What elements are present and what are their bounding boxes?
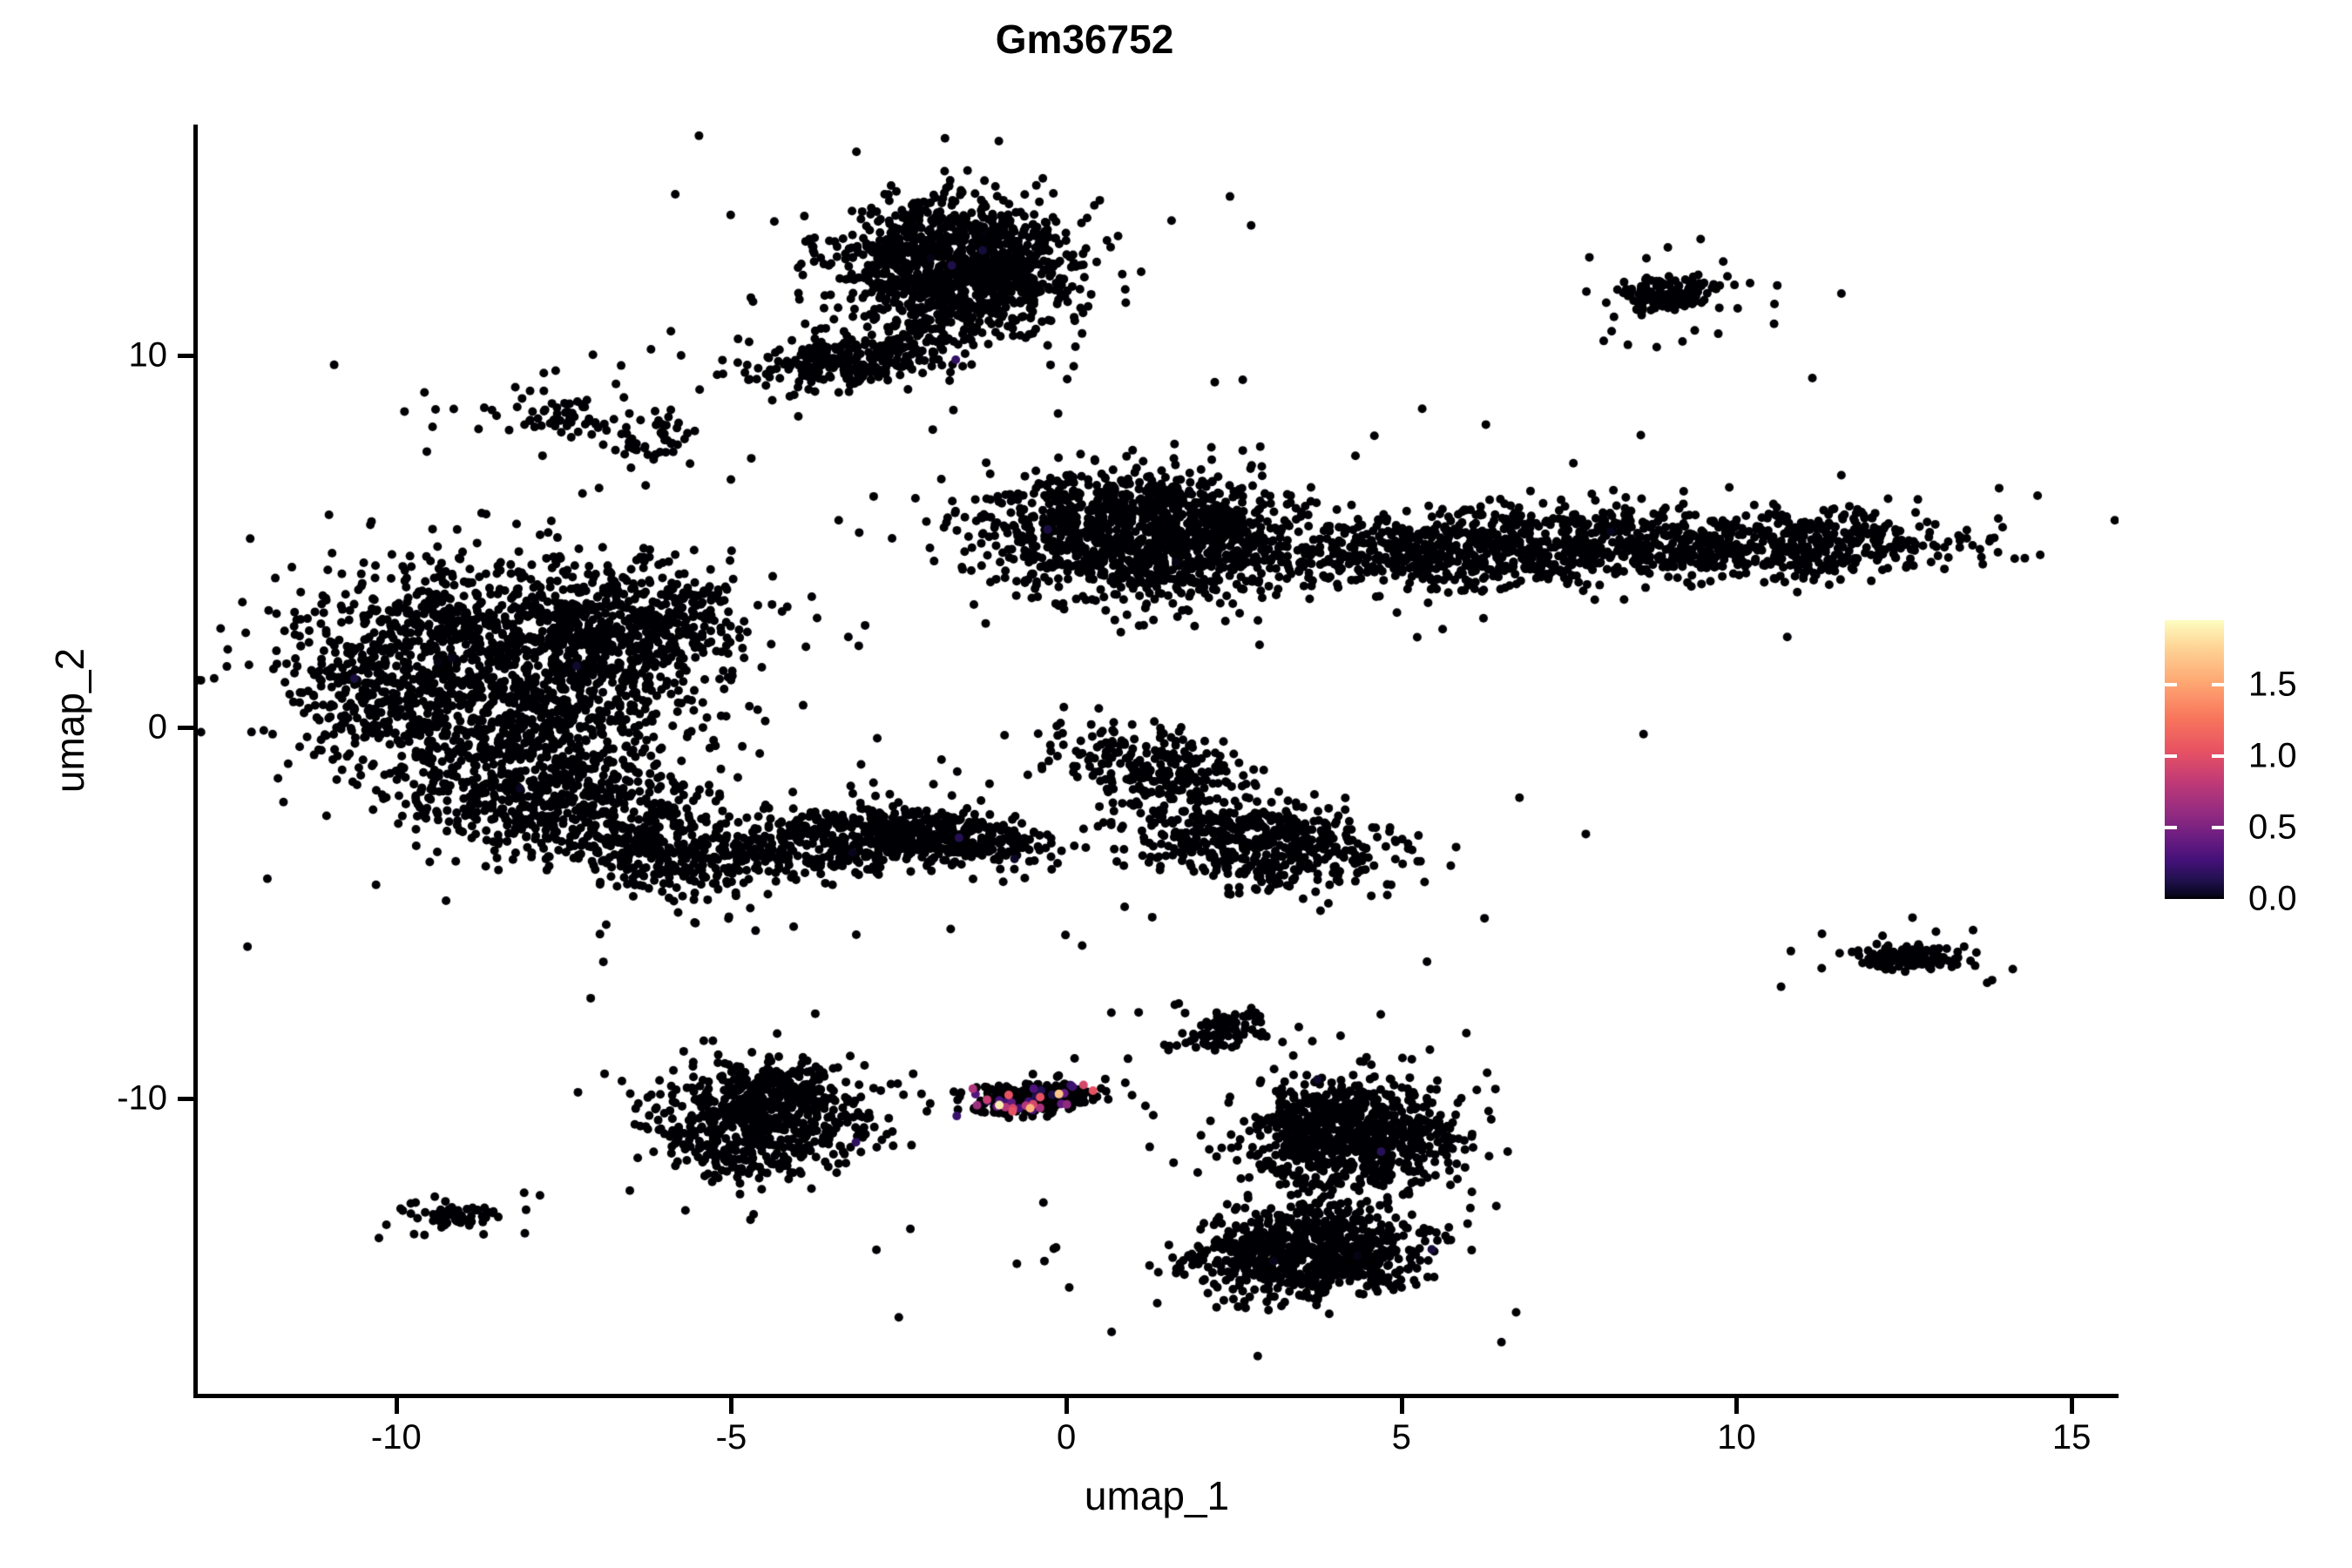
colorbar-tick-mark <box>2212 825 2224 829</box>
y-tick-label: 10 <box>128 335 168 375</box>
y-tick-mark <box>178 353 193 358</box>
colorbar-tick-label: 1.5 <box>2248 665 2297 704</box>
x-tick-label: -5 <box>715 1418 747 1456</box>
colorbar-tick-label: 0.5 <box>2248 808 2297 847</box>
x-tick-mark <box>1399 1398 1404 1414</box>
colorbar-tick-label: 1.0 <box>2248 736 2297 775</box>
colorbar-tick-mark <box>2212 682 2224 686</box>
colorbar-tick-mark <box>2165 682 2177 686</box>
x-tick-mark <box>2070 1398 2075 1414</box>
y-tick-mark <box>178 1097 193 1102</box>
plot-panel[interactable] <box>195 125 2119 1396</box>
y-axis-label: umap_2 <box>47 647 92 794</box>
colorbar-tick-mark <box>2212 754 2224 758</box>
scatter-points-canvas <box>195 125 2119 1396</box>
colorbar-gradient <box>2165 620 2224 899</box>
x-tick-label: 15 <box>2051 1418 2092 1456</box>
y-tick-mark <box>178 725 193 730</box>
colorbar-tick-mark <box>2165 825 2177 829</box>
x-axis-label: umap_1 <box>1084 1473 1230 1518</box>
x-tick-mark <box>394 1398 399 1414</box>
x-tick-label: 0 <box>1057 1418 1077 1456</box>
y-tick-label: 0 <box>147 707 167 747</box>
y-axis-line <box>193 125 198 1398</box>
x-tick-label: 10 <box>1717 1418 1756 1456</box>
x-tick-mark <box>1734 1398 1740 1414</box>
page-title: Gm36752 <box>995 17 1174 62</box>
x-tick-label: -10 <box>370 1418 422 1456</box>
x-tick-mark <box>1064 1398 1070 1414</box>
x-tick-label: 5 <box>1391 1418 1411 1456</box>
x-axis-line <box>193 1394 2119 1398</box>
colorbar-tick-label: 0.0 <box>2248 879 2297 918</box>
colorbar-tick-mark <box>2165 754 2177 758</box>
y-tick-label: -10 <box>117 1078 167 1118</box>
x-tick-mark <box>729 1398 734 1414</box>
